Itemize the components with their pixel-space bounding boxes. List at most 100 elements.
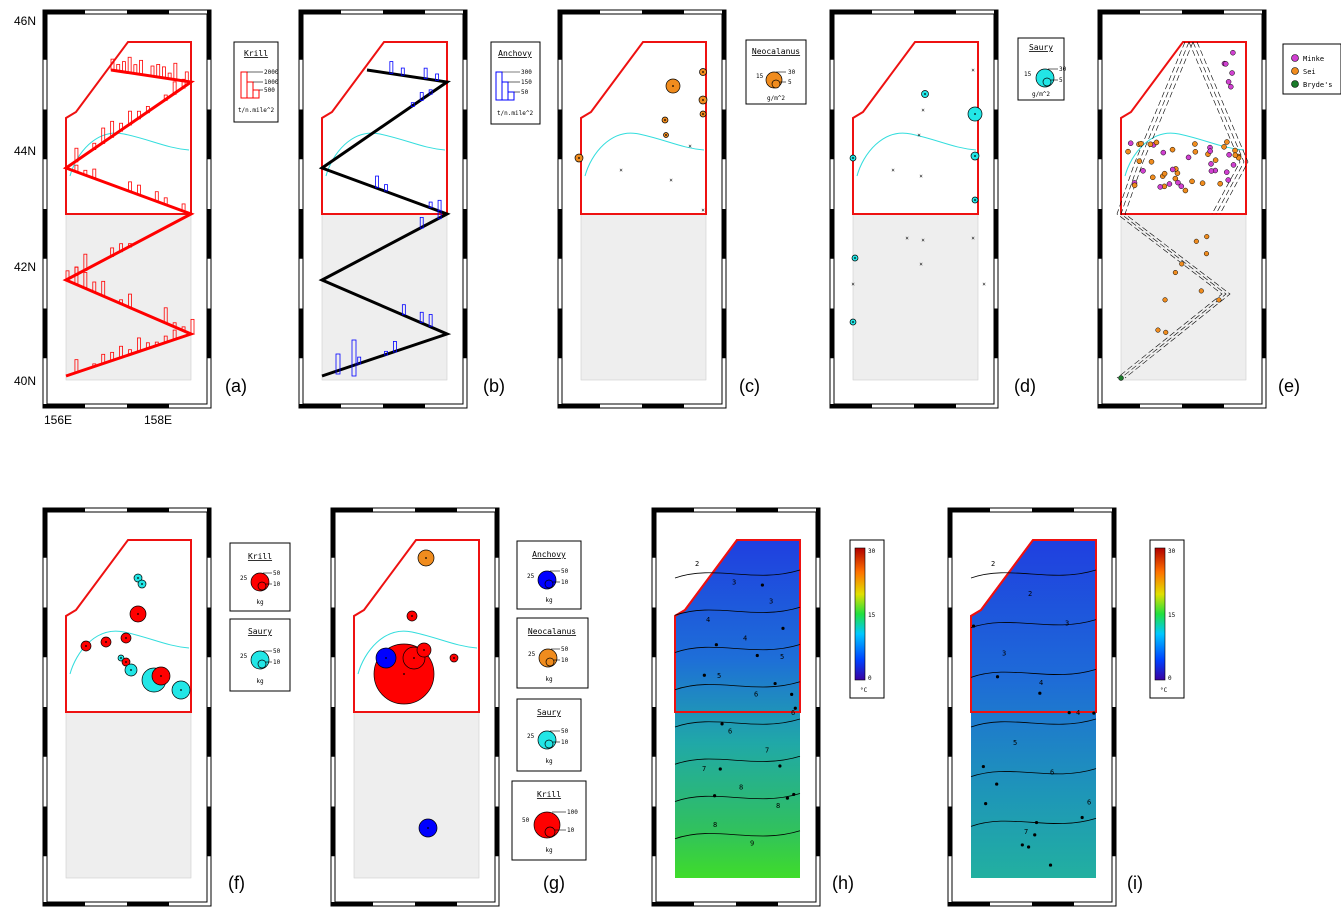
- frame-tick: [948, 508, 952, 558]
- isotherm: [970, 768, 1097, 778]
- frame-tick: [1098, 404, 1140, 408]
- whale-sighting: [1221, 144, 1227, 150]
- frame-tick: [558, 10, 600, 14]
- whale-sighting: [1150, 174, 1156, 181]
- colorbar-unit: °C: [1160, 687, 1168, 694]
- frame-tick: [722, 209, 726, 259]
- frame-tick: [415, 508, 457, 512]
- frame-tick: [652, 508, 656, 558]
- frame-tick: [331, 508, 335, 558]
- station-dot: [105, 641, 107, 643]
- oceanic-front: [325, 132, 446, 177]
- isotherm-label: 3: [1002, 649, 1006, 657]
- isotherm-label: 5: [717, 672, 721, 680]
- biomass-bar: [181, 326, 186, 331]
- legend-swatch-brydes: [1291, 80, 1299, 88]
- station-dot: [160, 675, 162, 677]
- legend-value: 1000: [264, 79, 279, 86]
- frame-tick: [331, 707, 335, 757]
- oceanic-front: [856, 132, 977, 177]
- frame-tick: [299, 109, 303, 160]
- legend-unit: kg: [545, 676, 553, 683]
- map-panel-i: 2 2 3 3 4 4 5 6 6 7: [947, 507, 1117, 907]
- map-panel-c: × × × ×: [557, 9, 727, 409]
- biomass-bar: [172, 81, 177, 95]
- whale-sighting: [1166, 181, 1173, 187]
- frame-tick: [558, 404, 600, 408]
- biomass-bar: [335, 353, 341, 375]
- frame-tick: [816, 707, 820, 757]
- survey-area-boundary: [353, 539, 480, 713]
- southern-area: [1120, 213, 1247, 381]
- southern-area: [852, 213, 979, 381]
- frame-tick: [383, 404, 425, 408]
- frame-tick: [207, 508, 211, 558]
- biomass-bar: [128, 349, 132, 356]
- frame-tick: [1262, 308, 1266, 359]
- isotherm-label: 4: [706, 616, 710, 624]
- station-dot: [1033, 833, 1037, 837]
- legend-title: Anchovy: [532, 550, 566, 559]
- biomass-bar: [172, 329, 177, 341]
- no-catch-mark: ×: [669, 177, 673, 184]
- legend-swatch-minke: [1291, 54, 1299, 62]
- colorbar-unit: °C: [860, 687, 868, 694]
- biomass-bar: [400, 67, 405, 76]
- frame-tick: [816, 508, 820, 558]
- station-dot: [718, 767, 722, 771]
- whale-sighting: [1217, 180, 1223, 187]
- station-dot: [578, 157, 580, 159]
- station-dot: [984, 802, 988, 806]
- colorbar-tick: 0: [1168, 675, 1172, 682]
- whale-sighting: [1208, 168, 1215, 174]
- frame-tick: [463, 109, 467, 160]
- frame-tick: [299, 404, 341, 408]
- whale-sighting: [1163, 329, 1169, 335]
- frame-tick: [914, 404, 956, 408]
- station-dot: [665, 134, 667, 136]
- isotherm-label: 7: [702, 765, 706, 773]
- station-dot: [130, 669, 132, 671]
- frame-tick: [495, 806, 499, 857]
- biomass-bar: [163, 307, 168, 323]
- frame-tick: [642, 404, 684, 408]
- biomass-bar: [137, 110, 141, 120]
- southern-area: [65, 711, 192, 879]
- legend-unit: kg: [256, 678, 264, 685]
- biomass-bar: [74, 359, 79, 374]
- biomass-bar: [83, 253, 88, 271]
- frame-tick: [207, 109, 211, 160]
- legend-neocalanus-g: Neocalanus 25 50 10 kg: [516, 617, 589, 689]
- biomass-bar: [92, 142, 97, 150]
- whale-sighting: [1162, 297, 1168, 303]
- survey-area-boundary: [970, 539, 1097, 713]
- frame-tick: [1032, 508, 1074, 512]
- lon-label-158e: 158E: [144, 413, 172, 427]
- whale-sighting: [1189, 178, 1195, 185]
- oceanic-front: [584, 132, 705, 177]
- no-catch-mark: ×: [919, 173, 923, 180]
- survey-area-boundary: [674, 539, 801, 713]
- frame-tick: [299, 10, 303, 60]
- biomass-bar: [163, 197, 168, 205]
- station-dot: [974, 155, 976, 157]
- lon-label-156e: 156E: [44, 413, 72, 427]
- frame-tick: [463, 308, 467, 359]
- legend-left: 15: [756, 73, 764, 80]
- frame-tick: [1098, 308, 1102, 359]
- legend-value: 30: [1059, 66, 1067, 73]
- frame-tick: [43, 10, 85, 14]
- biomass-bar: [163, 94, 168, 101]
- station-dot: [672, 85, 674, 87]
- legend-title: Krill: [537, 790, 561, 799]
- station-dot: [790, 692, 794, 696]
- station-dot: [702, 99, 704, 101]
- frame-tick: [1098, 10, 1140, 14]
- legend-unit: t/n.mile^2: [238, 107, 275, 114]
- legend-value: 10: [273, 581, 281, 588]
- frame-tick: [558, 10, 562, 60]
- biomass-bar: [419, 311, 424, 323]
- frame-tick: [1098, 10, 1102, 60]
- whale-sighting: [1175, 179, 1181, 186]
